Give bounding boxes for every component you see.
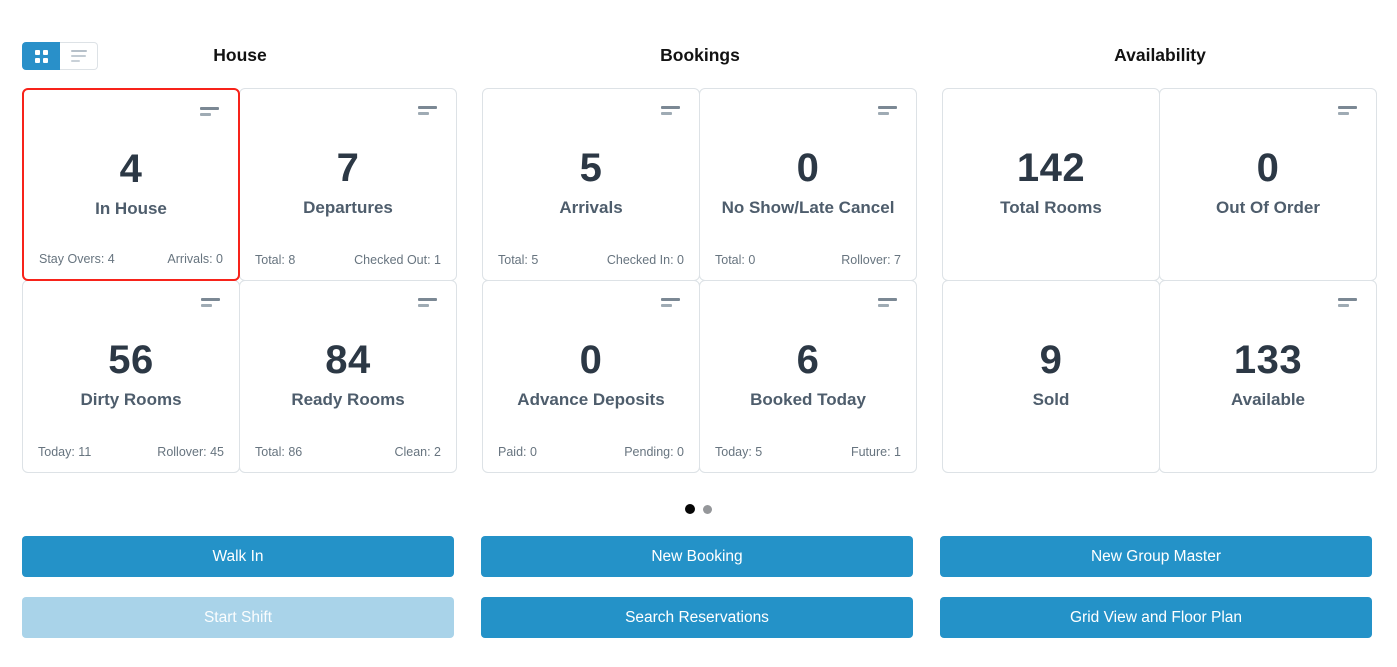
card-value: 6 bbox=[796, 338, 820, 382]
group-bookings: 5 Arrivals Total: 5 Checked In: 0 0 No S… bbox=[482, 88, 919, 473]
card-label: Total Rooms bbox=[1000, 198, 1102, 217]
card-footer: Total: 8 Checked Out: 1 bbox=[255, 253, 441, 267]
card-label: Arrivals bbox=[559, 198, 623, 217]
walk-in-button[interactable]: Walk In bbox=[22, 536, 454, 577]
card-label: Departures bbox=[303, 198, 393, 217]
card-footer-right: Checked In: 0 bbox=[606, 253, 684, 267]
card-footer-right: Future: 1 bbox=[850, 445, 901, 459]
card-footer: Total: 86 Clean: 2 bbox=[255, 445, 441, 459]
card-menu-icon[interactable] bbox=[661, 106, 680, 115]
grid-view-icon bbox=[34, 49, 48, 63]
pagination-dot[interactable] bbox=[703, 504, 712, 514]
list-view-icon bbox=[70, 50, 87, 62]
card-footer-left: Total: 86 bbox=[255, 445, 303, 459]
card-booked-today[interactable]: 6 Booked Today Today: 5 Future: 1 bbox=[699, 280, 917, 473]
carousel-pagination bbox=[0, 504, 1397, 514]
action-row-1: Walk In New Booking New Group Master bbox=[22, 536, 1372, 577]
card-label: Dirty Rooms bbox=[80, 390, 182, 409]
list-view-button[interactable] bbox=[60, 42, 98, 70]
view-toggle bbox=[22, 42, 98, 70]
card-footer: Total: 0 Rollover: 7 bbox=[715, 253, 901, 267]
card-footer-left: Stay Overs: 4 bbox=[39, 252, 115, 266]
card-label: Booked Today bbox=[750, 390, 866, 409]
card-ready-rooms[interactable]: 84 Ready Rooms Total: 86 Clean: 2 bbox=[239, 280, 457, 473]
card-value: 0 bbox=[1256, 146, 1280, 190]
card-label: Sold bbox=[1032, 390, 1070, 409]
card-sold[interactable]: 9 Sold bbox=[942, 280, 1160, 473]
card-footer-right: Checked Out: 1 bbox=[354, 253, 441, 267]
pagination-dot-active[interactable] bbox=[685, 504, 695, 514]
card-footer: Paid: 0 Pending: 0 bbox=[498, 445, 684, 459]
card-value: 133 bbox=[1233, 338, 1303, 382]
card-dirty-rooms[interactable]: 56 Dirty Rooms Today: 11 Rollover: 45 bbox=[22, 280, 240, 473]
card-menu-icon[interactable] bbox=[418, 106, 437, 115]
card-menu-icon[interactable] bbox=[200, 107, 219, 116]
start-shift-button[interactable]: Start Shift bbox=[22, 597, 454, 638]
action-row-2: Start Shift Search Reservations Grid Vie… bbox=[22, 597, 1372, 638]
card-menu-icon[interactable] bbox=[418, 298, 437, 307]
section-title-bookings: Bookings bbox=[660, 45, 740, 65]
card-menu-icon[interactable] bbox=[661, 298, 680, 307]
card-no-show-late-cancel[interactable]: 0 No Show/Late Cancel Total: 0 Rollover:… bbox=[699, 88, 917, 281]
card-label: Out Of Order bbox=[1216, 198, 1320, 217]
card-footer-left: Today: 5 bbox=[715, 445, 763, 459]
group-house: 4 In House Stay Overs: 4 Arrivals: 0 7 D… bbox=[22, 88, 459, 473]
card-departures[interactable]: 7 Departures Total: 8 Checked Out: 1 bbox=[239, 88, 457, 281]
card-label: Advance Deposits bbox=[517, 390, 665, 409]
section-title-availability: Availability bbox=[1114, 45, 1206, 65]
card-available[interactable]: 133 Available bbox=[1159, 280, 1377, 473]
section-headers: House Bookings Availability bbox=[22, 44, 1378, 66]
card-out-of-order[interactable]: 0 Out Of Order bbox=[1159, 88, 1377, 281]
card-label: Ready Rooms bbox=[291, 390, 405, 409]
card-menu-icon[interactable] bbox=[878, 106, 897, 115]
card-footer-left: Today: 11 bbox=[38, 445, 92, 459]
card-footer-right: Pending: 0 bbox=[624, 445, 684, 459]
card-arrivals[interactable]: 5 Arrivals Total: 5 Checked In: 0 bbox=[482, 88, 700, 281]
card-value: 4 bbox=[119, 147, 143, 191]
card-footer: Today: 11 Rollover: 45 bbox=[38, 445, 224, 459]
card-footer-left: Paid: 0 bbox=[498, 445, 537, 459]
grid-view-button[interactable] bbox=[22, 42, 60, 70]
card-footer-right: Rollover: 45 bbox=[157, 445, 224, 459]
card-footer-right: Arrivals: 0 bbox=[167, 252, 223, 266]
card-footer: Stay Overs: 4 Arrivals: 0 bbox=[39, 252, 223, 266]
card-menu-icon[interactable] bbox=[201, 298, 220, 307]
card-value: 9 bbox=[1039, 338, 1063, 382]
card-value: 7 bbox=[336, 146, 360, 190]
card-advance-deposits[interactable]: 0 Advance Deposits Paid: 0 Pending: 0 bbox=[482, 280, 700, 473]
card-label: No Show/Late Cancel bbox=[721, 198, 895, 217]
search-reservations-button[interactable]: Search Reservations bbox=[481, 597, 913, 638]
card-footer-right: Rollover: 7 bbox=[841, 253, 901, 267]
card-menu-icon[interactable] bbox=[1338, 298, 1357, 307]
card-label: In House bbox=[95, 199, 167, 218]
card-footer-left: Total: 8 bbox=[255, 253, 296, 267]
card-value: 84 bbox=[325, 338, 371, 382]
card-footer: Total: 5 Checked In: 0 bbox=[498, 253, 684, 267]
card-footer: Today: 5 Future: 1 bbox=[715, 445, 901, 459]
dashboard-cards: 4 In House Stay Overs: 4 Arrivals: 0 7 D… bbox=[22, 88, 1379, 473]
card-in-house[interactable]: 4 In House Stay Overs: 4 Arrivals: 0 bbox=[22, 88, 240, 281]
new-booking-button[interactable]: New Booking bbox=[481, 536, 913, 577]
group-availability: 142 Total Rooms 0 Out Of Order 9 Sold 13… bbox=[942, 88, 1379, 473]
card-menu-icon[interactable] bbox=[878, 298, 897, 307]
card-footer-right: Clean: 2 bbox=[394, 445, 441, 459]
card-label: Available bbox=[1230, 390, 1306, 409]
grid-view-floor-plan-button[interactable]: Grid View and Floor Plan bbox=[940, 597, 1372, 638]
section-title-house: House bbox=[213, 45, 267, 65]
card-footer-left: Total: 5 bbox=[498, 253, 539, 267]
card-value: 5 bbox=[579, 146, 603, 190]
new-group-master-button[interactable]: New Group Master bbox=[940, 536, 1372, 577]
card-value: 0 bbox=[796, 146, 820, 190]
card-total-rooms[interactable]: 142 Total Rooms bbox=[942, 88, 1160, 281]
card-value: 0 bbox=[579, 338, 603, 382]
card-value: 142 bbox=[1016, 146, 1086, 190]
card-menu-icon[interactable] bbox=[1338, 106, 1357, 115]
card-footer-left: Total: 0 bbox=[715, 253, 756, 267]
card-value: 56 bbox=[108, 338, 154, 382]
